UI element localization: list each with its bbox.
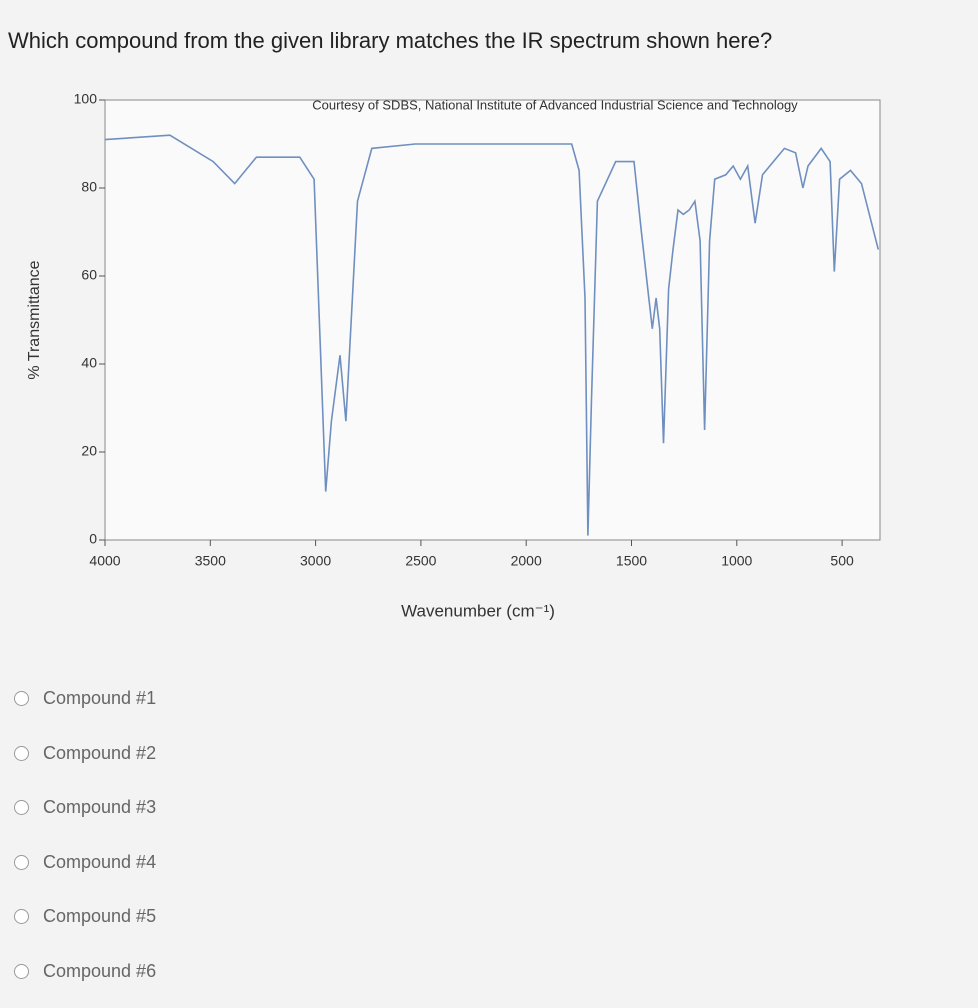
y-tick-label: 100 [74,91,98,107]
radio-button[interactable] [14,963,29,979]
radio-option[interactable]: Compound #3 [14,797,156,818]
radio-option[interactable]: Compound #2 [14,743,156,764]
x-tick-label: 3000 [300,553,331,569]
y-tick-label: 40 [81,355,97,371]
radio-button[interactable] [14,691,29,706]
option-label[interactable]: Compound #6 [43,960,157,981]
x-tick-label: 1000 [721,553,752,569]
radio-option[interactable]: Compound #1 [14,688,156,709]
y-tick-label: 60 [81,267,97,283]
option-label[interactable]: Compound #3 [43,797,157,817]
question: Which compound from the given library ma… [8,28,773,53]
x-tick-label: 2000 [511,553,542,569]
x-axis-label: Wavenumber (cm⁻¹) [401,601,555,620]
radio-button[interactable] [14,800,29,815]
radio-option[interactable]: Compound #4 [14,852,156,873]
y-tick-label: 80 [81,179,97,195]
y-tick-label: 0 [89,531,97,547]
radio-option[interactable]: Compound #6 [14,961,156,982]
radio-button[interactable] [14,909,29,924]
option-label[interactable]: Compound #5 [43,906,157,926]
option-label[interactable]: Compound #1 [43,688,157,708]
chart: Courtesy of SDBS, National Institute of … [26,91,881,620]
y-tick-label: 20 [81,443,97,459]
spectrum-line [104,134,880,536]
radio-option[interactable]: Compound #5 [14,906,156,927]
radio-button[interactable] [14,854,29,870]
x-tick-label: 3500 [195,553,226,569]
radio-button[interactable] [14,745,29,761]
x-tick-label: 4000 [89,553,120,569]
plot-frame [104,99,881,541]
annotation: Courtesy of SDBS, National Institute of … [312,97,798,112]
y-axis-label: % Transmittance [26,260,43,379]
option-label[interactable]: Compound #4 [43,851,157,872]
x-tick-label: 500 [830,553,854,569]
x-tick-label: 2500 [405,553,436,569]
x-tick-label: 1500 [616,553,647,569]
option-label[interactable]: Compound #2 [43,742,157,763]
